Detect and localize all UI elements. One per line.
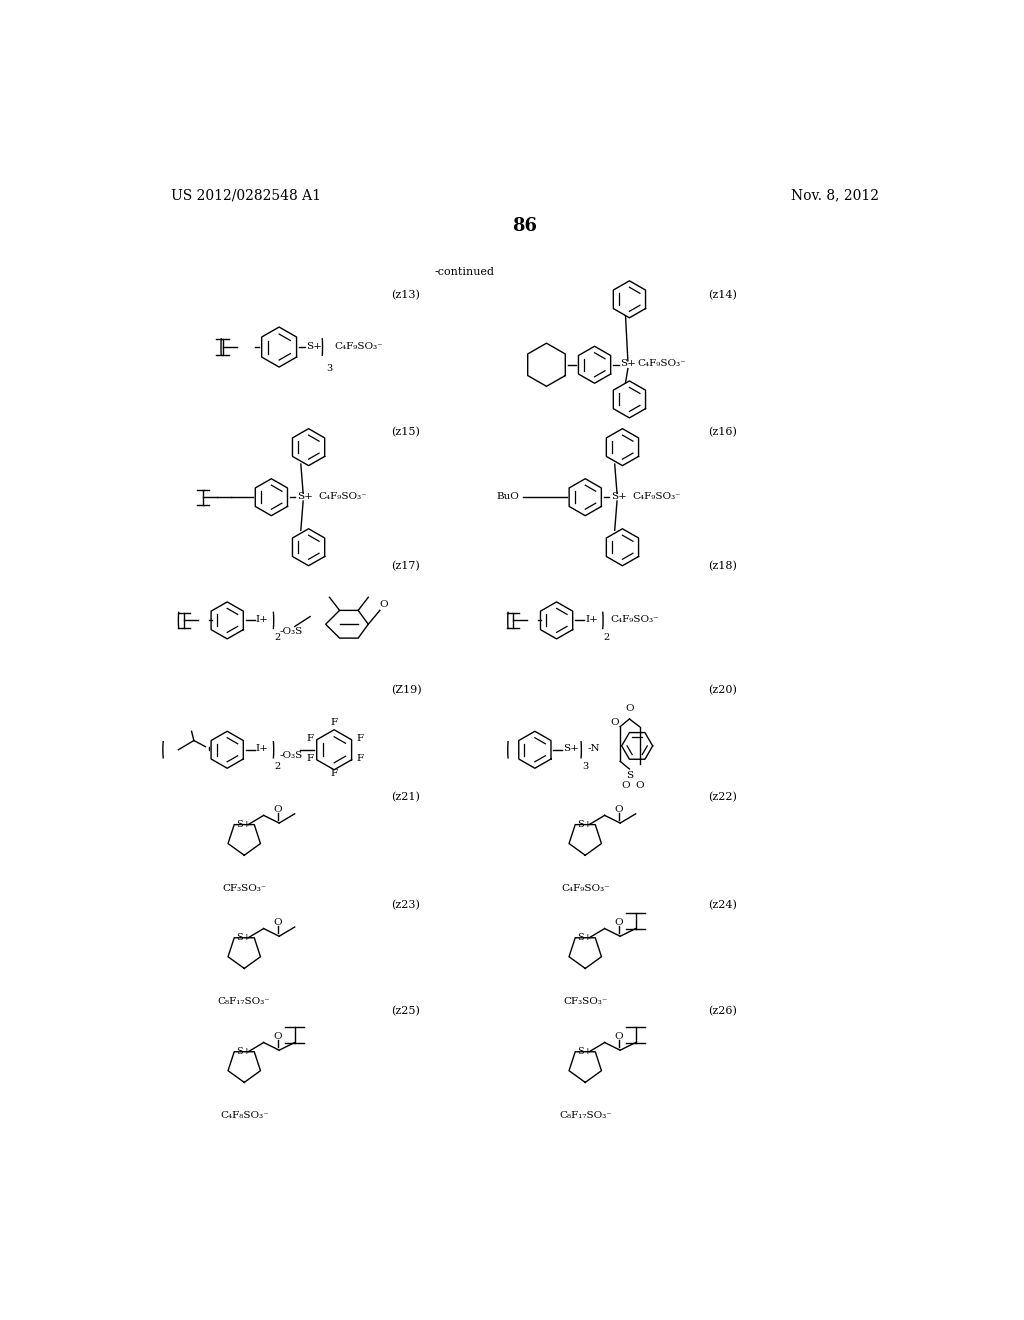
Text: S+: S+: [611, 492, 627, 500]
Text: Nov. 8, 2012: Nov. 8, 2012: [791, 189, 879, 202]
Text: F: F: [331, 770, 338, 777]
Text: F: F: [331, 718, 338, 727]
Text: S+: S+: [236, 1047, 251, 1056]
Text: BuO: BuO: [496, 492, 519, 500]
Text: S+: S+: [621, 359, 636, 368]
Text: S+: S+: [306, 342, 323, 351]
Text: C₄F₉SO₃⁻: C₄F₉SO₃⁻: [633, 492, 681, 500]
Text: -continued: -continued: [434, 268, 495, 277]
Text: O: O: [611, 718, 620, 726]
Text: I+: I+: [586, 615, 598, 624]
Text: C₄F₉SO₃⁻: C₄F₉SO₃⁻: [318, 492, 368, 500]
Text: C₈F₁₇SO₃⁻: C₈F₁₇SO₃⁻: [218, 997, 270, 1006]
Text: O: O: [273, 917, 282, 927]
Text: 2: 2: [274, 762, 281, 771]
Text: O: O: [636, 781, 644, 791]
Text: O: O: [273, 1032, 282, 1041]
Text: C₄F₉SO₃⁻: C₄F₉SO₃⁻: [610, 615, 658, 624]
Text: (z26): (z26): [708, 1006, 736, 1016]
Text: 3: 3: [583, 762, 589, 771]
Text: S: S: [626, 771, 633, 780]
Text: C₄F₈SO₃⁻: C₄F₈SO₃⁻: [220, 1111, 268, 1119]
Text: (z14): (z14): [708, 290, 736, 301]
Text: I+: I+: [256, 615, 268, 624]
Text: F: F: [356, 734, 364, 743]
Text: C₄F₉SO₃⁻: C₄F₉SO₃⁻: [561, 884, 609, 892]
Text: (z22): (z22): [708, 792, 736, 803]
Text: F: F: [356, 754, 364, 763]
Text: S+: S+: [577, 820, 592, 829]
Text: S+: S+: [563, 744, 579, 754]
Text: O: O: [614, 1032, 623, 1041]
Text: 3: 3: [327, 364, 333, 374]
Text: (z13): (z13): [391, 290, 421, 301]
Text: I+: I+: [256, 744, 268, 754]
Text: O: O: [614, 917, 623, 927]
Text: (Z19): (Z19): [391, 685, 422, 694]
Text: (z15): (z15): [391, 426, 421, 437]
Text: (z25): (z25): [391, 1006, 421, 1016]
Text: S+: S+: [236, 933, 251, 942]
Text: (z24): (z24): [708, 900, 736, 911]
Text: 2: 2: [604, 632, 610, 642]
Text: C₄F₉SO₃⁻: C₄F₉SO₃⁻: [637, 359, 686, 368]
Text: US 2012/0282548 A1: US 2012/0282548 A1: [171, 189, 321, 202]
Text: O: O: [273, 805, 282, 813]
Text: S+: S+: [236, 820, 251, 829]
Text: CF₃SO₃⁻: CF₃SO₃⁻: [563, 997, 607, 1006]
Text: S+: S+: [577, 1047, 592, 1056]
Text: -O₃S: -O₃S: [280, 751, 302, 760]
Text: (z20): (z20): [708, 685, 736, 694]
Text: -N: -N: [588, 744, 600, 754]
Text: S+: S+: [297, 492, 312, 500]
Text: (z23): (z23): [391, 900, 421, 911]
Text: (z16): (z16): [708, 426, 736, 437]
Text: O: O: [379, 599, 388, 609]
Text: S+: S+: [577, 933, 592, 942]
Text: CF₃SO₃⁻: CF₃SO₃⁻: [222, 884, 266, 892]
Text: O: O: [625, 704, 634, 713]
Text: (z17): (z17): [391, 561, 420, 572]
Text: 86: 86: [512, 218, 538, 235]
Text: C₈F₁₇SO₃⁻: C₈F₁₇SO₃⁻: [559, 1111, 611, 1119]
Text: O: O: [622, 781, 631, 791]
Text: -O₃S: -O₃S: [280, 627, 302, 636]
Text: C₄F₉SO₃⁻: C₄F₉SO₃⁻: [334, 342, 383, 351]
Text: F: F: [306, 734, 313, 743]
Text: O: O: [614, 805, 623, 813]
Text: 2: 2: [274, 632, 281, 642]
Text: (z21): (z21): [391, 792, 421, 803]
Text: (z18): (z18): [708, 561, 736, 572]
Text: F: F: [306, 754, 313, 763]
